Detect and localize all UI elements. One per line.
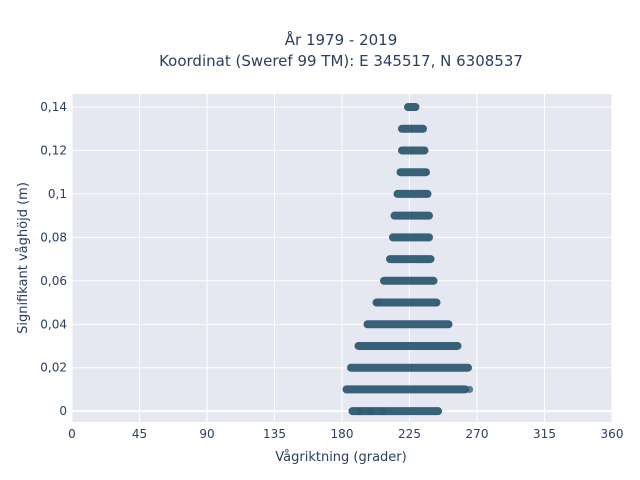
x-tick-label: 90 [199, 427, 214, 441]
x-tick-label: 0 [68, 427, 76, 441]
x-tick-label: 270 [466, 427, 489, 441]
y-tick-label: 0,12 [40, 143, 67, 157]
y-tick-label: 0,04 [40, 317, 67, 331]
grid-lines [71, 94, 613, 422]
data-point [378, 407, 387, 415]
x-tick-label: 225 [398, 427, 421, 441]
data-point [374, 298, 382, 307]
x-axis-title: Vågriktning (grader) [275, 450, 406, 465]
x-tick-labels: 0 45 90 135 180 225 270 315 360 [68, 427, 623, 441]
x-tick-label: 315 [533, 427, 556, 441]
y-tick-label: 0,02 [40, 361, 67, 375]
data-point [356, 407, 364, 415]
chart-title-line-2: Koordinat (Sweref 99 TM): E 345517, N 63… [159, 52, 523, 70]
x-tick-label: 135 [263, 427, 286, 441]
y-axis-title: Signifikant våghöjd (m) [16, 182, 31, 334]
x-tick-label: 360 [601, 427, 624, 441]
y-tick-label: 0 [59, 404, 67, 418]
y-tick-label: 0,14 [40, 100, 67, 114]
x-tick-label: 45 [132, 427, 147, 441]
chart-title-line-1: År 1979 - 2019 [285, 30, 398, 49]
data-point [465, 385, 474, 394]
data-point [366, 407, 375, 415]
data-marks [342, 103, 474, 416]
y-tick-label: 0,08 [40, 230, 67, 244]
y-tick-label: 0,1 [48, 187, 67, 201]
y-tick-labels: 0 0,02 0,04 0,06 0,08 0,1 0,12 0,14 [40, 100, 67, 418]
x-tick-label: 180 [331, 427, 354, 441]
y-tick-label: 0,06 [40, 274, 67, 288]
